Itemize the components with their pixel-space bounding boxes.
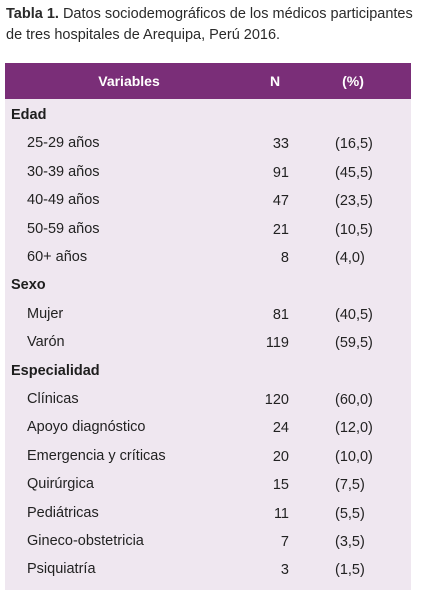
count-cell: 11	[273, 505, 289, 522]
table-row: Pediátricas 11 (5,5)	[5, 498, 411, 527]
variable-label: Apoyo diagnóstico	[27, 419, 146, 436]
section-row: Edad	[5, 100, 411, 129]
percent-cell: (4,0)	[335, 250, 365, 266]
count-cell: 8	[280, 250, 289, 266]
caption-text: Datos sociodemográficos de los médicos p…	[6, 6, 413, 43]
count-cell: 119	[265, 335, 289, 352]
percent-cell: (10,0)	[335, 448, 373, 465]
table-row: 60+ años 8 (4,0)	[5, 242, 411, 271]
variable-label: 40-49 años	[27, 192, 100, 209]
table-row: 30-39 años 91 (45,5)	[5, 157, 411, 186]
variable-label: 60+ años	[27, 249, 88, 265]
percent-cell: (5,5)	[335, 505, 365, 522]
percent-cell: (1,5)	[335, 562, 365, 579]
table-row: Psiquiatría 3 (1,5)	[5, 554, 411, 583]
section-row: Especialidad	[5, 356, 411, 385]
percent-cell: (10,5)	[335, 221, 373, 238]
variable-label: 30-39 años	[27, 163, 100, 180]
section-row: Sexo	[5, 270, 411, 299]
table-row: 25-29 años 33 (16,5)	[5, 128, 411, 157]
section-label: Sexo	[11, 277, 46, 294]
count-cell: 24	[272, 420, 289, 437]
percent-cell: (45,5)	[335, 164, 373, 181]
table-caption: Tabla 1. Datos sociodemográficos de los …	[6, 4, 418, 46]
count-cell: 15	[272, 477, 289, 494]
variable-label: 50-59 años	[27, 220, 100, 237]
table-row: Varón 119 (59,5)	[5, 327, 411, 356]
percent-cell: (59,5)	[335, 335, 373, 352]
table-row: Mujer 81 (40,5)	[5, 299, 411, 328]
table-row: 40-49 años 47 (23,5)	[5, 185, 411, 214]
section-label: Especialidad	[11, 362, 100, 379]
percent-cell: (16,5)	[335, 136, 373, 153]
header-percent: (%)	[342, 73, 364, 89]
count-cell: 47	[272, 193, 289, 210]
count-cell: 3	[280, 562, 289, 579]
table-row: 50-59 años 21 (10,5)	[5, 214, 411, 243]
table-row: Clínicas 120 (60,0)	[5, 384, 411, 413]
variable-label: Quirúrgica	[27, 476, 94, 493]
percent-cell: (40,5)	[335, 306, 373, 323]
variable-label: Mujer	[27, 305, 64, 322]
header-n: N	[269, 73, 281, 89]
count-cell: 91	[272, 164, 289, 181]
variable-label: Varón	[27, 334, 65, 351]
count-cell: 120	[264, 392, 289, 408]
percent-cell: (3,5)	[335, 534, 365, 550]
percent-cell: (23,5)	[335, 193, 373, 210]
count-cell: 21	[272, 221, 289, 238]
count-cell: 7	[280, 534, 289, 550]
table-row: Gineco-obstetricia 7 (3,5)	[5, 526, 411, 555]
count-cell: 33	[272, 136, 289, 153]
count-cell: 81	[272, 306, 289, 323]
variable-label: 25-29 años	[27, 135, 100, 152]
header-variables: Variables	[98, 73, 160, 89]
table-row: Apoyo diagnóstico 24 (12,0)	[5, 412, 411, 441]
percent-cell: (12,0)	[335, 420, 373, 437]
variable-label: Gineco-obstetricia	[27, 533, 144, 549]
caption-label: Tabla 1.	[6, 6, 59, 22]
variable-label: Clínicas	[27, 391, 79, 407]
table-row: Emergencia y críticas 20 (10,0)	[5, 441, 411, 470]
demographics-table: Variables N (%) Edad 25-29 años 33 (16,5) 30…	[5, 63, 411, 590]
variable-label: Psiquiatría	[27, 561, 96, 578]
percent-cell: (7,5)	[335, 477, 365, 494]
table-header: Variables N (%)	[5, 63, 411, 99]
count-cell: 20	[272, 448, 289, 465]
table-row: Quirúrgica 15 (7,5)	[5, 469, 411, 498]
section-label: Edad	[11, 107, 47, 123]
variable-label: Emergencia y críticas	[27, 447, 166, 464]
variable-label: Pediátricas	[27, 504, 99, 521]
percent-cell: (60,0)	[335, 392, 373, 408]
